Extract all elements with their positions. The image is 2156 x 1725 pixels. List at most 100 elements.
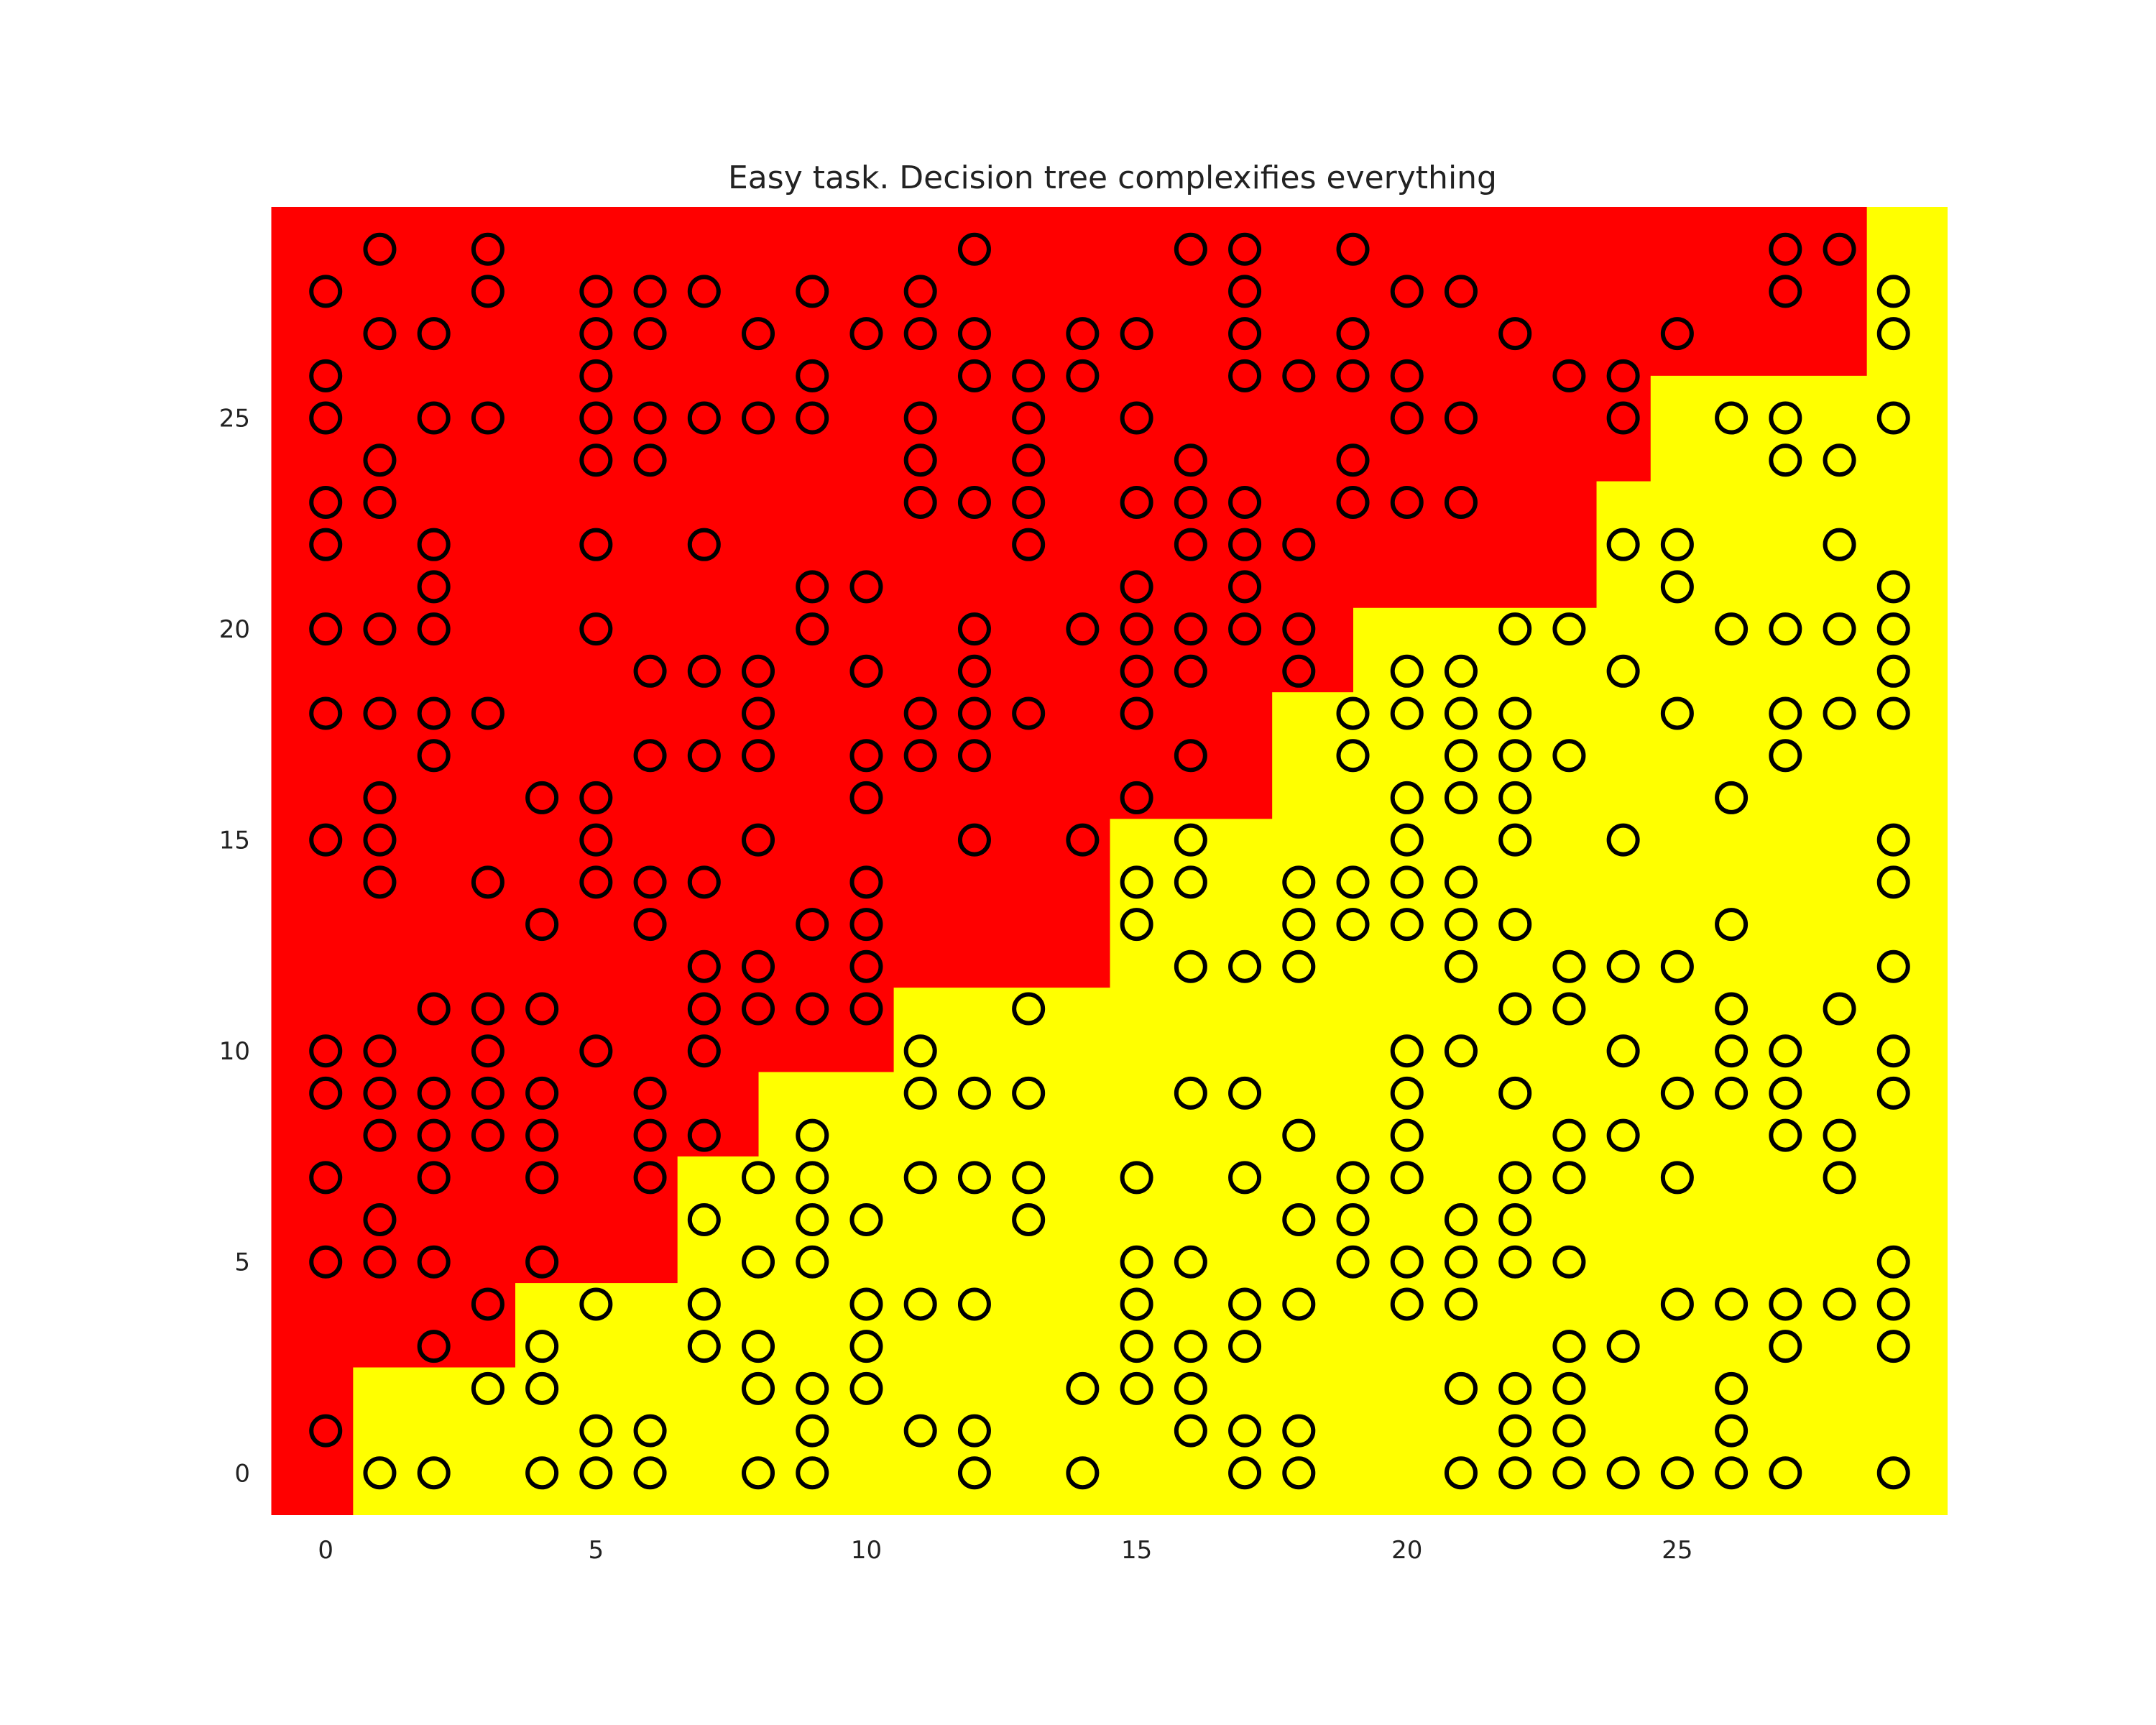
data-point-180 (1066, 359, 1100, 392)
data-point-245 (1336, 443, 1370, 477)
data-point-23 (363, 1076, 397, 1110)
data-point-355 (1769, 1456, 1802, 1490)
data-point-308 (1552, 1245, 1586, 1279)
data-point-81 (633, 654, 667, 688)
data-point-178 (1012, 1203, 1046, 1237)
data-point-164 (957, 1076, 991, 1110)
data-point-62 (525, 1456, 559, 1490)
data-point-91 (687, 401, 721, 435)
data-point-213 (1174, 1371, 1207, 1405)
data-point-310 (1552, 1371, 1586, 1405)
data-point-61 (525, 1371, 559, 1405)
data-point-26 (363, 1245, 397, 1279)
data-point-231 (1282, 528, 1316, 561)
data-point-99 (687, 1118, 721, 1152)
data-point-333 (1715, 612, 1749, 646)
plot-area (271, 207, 1948, 1515)
data-point-341 (1715, 1414, 1749, 1448)
data-point-3 (309, 485, 343, 519)
data-point-285 (1444, 1456, 1478, 1490)
data-point-16 (363, 485, 397, 519)
y-tick-label-10: 10 (219, 1037, 250, 1066)
data-point-63 (579, 275, 613, 308)
data-point-194 (1120, 908, 1153, 942)
data-point-147 (903, 485, 937, 519)
data-point-219 (1228, 485, 1262, 519)
data-point-227 (1228, 1330, 1262, 1363)
data-point-320 (1606, 1118, 1640, 1152)
data-point-256 (1390, 401, 1424, 435)
data-point-344 (1769, 275, 1802, 308)
data-point-209 (1174, 949, 1207, 983)
data-point-57 (525, 1118, 559, 1152)
data-point-262 (1390, 865, 1424, 899)
data-point-376 (1876, 1076, 1910, 1110)
data-point-43 (471, 275, 505, 308)
data-point-158 (957, 485, 991, 519)
data-point-229 (1228, 1456, 1262, 1490)
data-point-226 (1228, 1287, 1262, 1321)
data-point-69 (579, 612, 613, 646)
data-point-151 (903, 1076, 937, 1110)
data-point-358 (1823, 528, 1856, 561)
data-point-140 (849, 1287, 883, 1321)
data-point-139 (849, 1203, 883, 1237)
data-point-8 (309, 1034, 343, 1068)
data-point-181 (1066, 612, 1100, 646)
data-point-204 (1174, 612, 1207, 646)
data-point-224 (1228, 1076, 1262, 1110)
data-point-238 (1282, 1203, 1316, 1237)
data-point-47 (471, 992, 505, 1026)
data-point-1 (309, 359, 343, 392)
data-point-124 (796, 1161, 829, 1195)
data-point-267 (1390, 1161, 1424, 1195)
data-point-193 (1120, 865, 1153, 899)
data-point-112 (742, 1245, 775, 1279)
data-point-303 (1552, 739, 1586, 773)
chart-title: Easy task. Decision tree complexifies ev… (728, 160, 1497, 196)
data-point-127 (796, 1371, 829, 1405)
data-point-248 (1336, 739, 1370, 773)
data-point-113 (742, 1330, 775, 1363)
data-point-365 (1876, 275, 1910, 308)
y-tick-label-15: 15 (219, 827, 250, 855)
data-point-116 (796, 275, 829, 308)
region-class-0-step-10 (1649, 207, 1867, 376)
data-point-146 (903, 443, 937, 477)
data-point-214 (1174, 1414, 1207, 1448)
data-point-237 (1282, 1118, 1316, 1152)
data-point-185 (1120, 317, 1153, 351)
data-point-230 (1282, 359, 1316, 392)
y-axis-ticks: 0 5 10 15 20 25 (219, 405, 250, 1489)
data-point-25 (363, 1203, 397, 1237)
region-class-0-step-0 (271, 207, 354, 1515)
region-class-0-step-3 (676, 207, 759, 1156)
data-point-80 (633, 443, 667, 477)
data-point-170 (1012, 401, 1046, 435)
data-point-295 (1498, 1161, 1532, 1195)
data-point-252 (1336, 1203, 1370, 1237)
data-point-106 (742, 696, 775, 730)
data-point-197 (1120, 1287, 1153, 1321)
data-point-132 (849, 654, 883, 688)
data-point-18 (363, 696, 397, 730)
data-point-82 (633, 739, 667, 773)
data-point-149 (903, 739, 937, 773)
data-point-136 (849, 908, 883, 942)
data-point-177 (1012, 1161, 1046, 1195)
data-point-100 (687, 1203, 721, 1237)
data-point-60 (525, 1330, 559, 1363)
data-point-19 (363, 781, 397, 814)
data-point-208 (1174, 865, 1207, 899)
data-point-367 (1876, 401, 1910, 435)
data-point-96 (687, 949, 721, 983)
data-point-83 (633, 865, 667, 899)
data-point-156 (957, 317, 991, 351)
data-point-74 (579, 1287, 613, 1321)
data-point-4 (309, 528, 343, 561)
data-point-143 (903, 275, 937, 308)
data-point-354 (1769, 1330, 1802, 1363)
data-point-22 (363, 1034, 397, 1068)
data-point-17 (363, 612, 397, 646)
data-point-351 (1769, 1076, 1802, 1110)
